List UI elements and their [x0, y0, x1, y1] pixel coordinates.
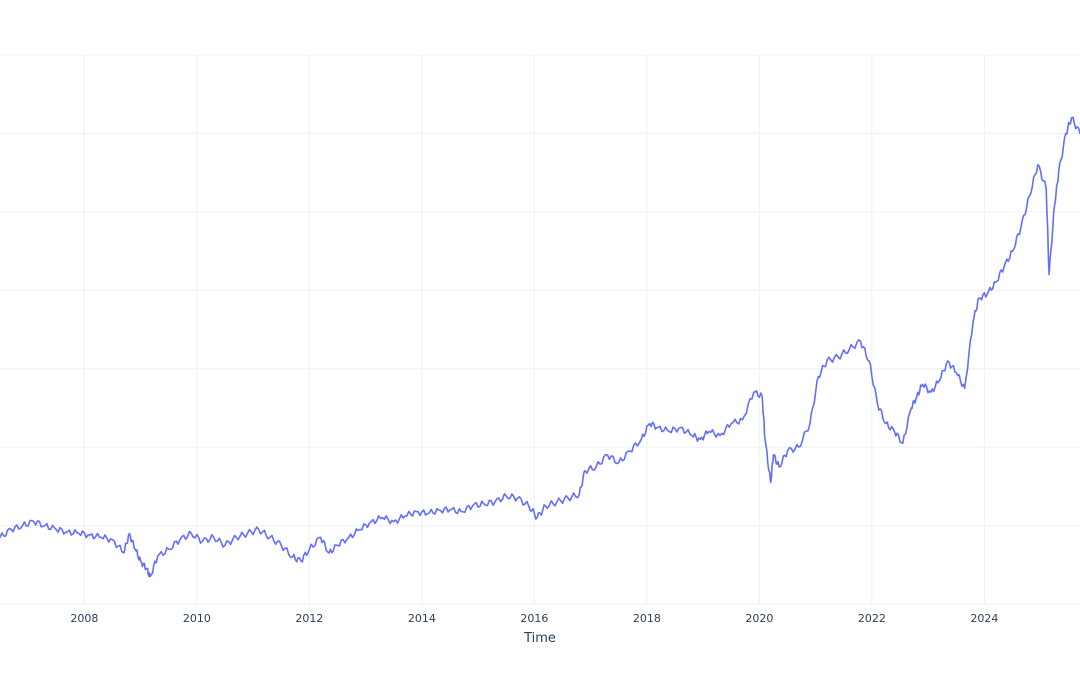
x-tick-label-2020: 2020 — [745, 612, 773, 625]
y-gridlines — [0, 54, 1080, 605]
x-axis-title: Time — [523, 631, 556, 646]
x-tick-label-2014: 2014 — [408, 612, 436, 625]
series-line-0 — [0, 116, 1080, 578]
series-layer — [0, 116, 1080, 578]
x-tick-label-2024: 2024 — [970, 612, 998, 625]
x-tick-label-2016: 2016 — [520, 612, 548, 625]
x-tick-label-2010: 2010 — [183, 612, 211, 625]
x-tick-label-2012: 2012 — [295, 612, 323, 625]
x-tick-label-2022: 2022 — [858, 612, 886, 625]
x-tick-label-2018: 2018 — [633, 612, 661, 625]
x-tick-labels: 2008 2010 2012 2014 2016 2018 2020 2022 2024 — [70, 612, 998, 625]
x-tick-label-2008: 2008 — [70, 612, 98, 625]
x-gridlines — [83, 55, 985, 604]
